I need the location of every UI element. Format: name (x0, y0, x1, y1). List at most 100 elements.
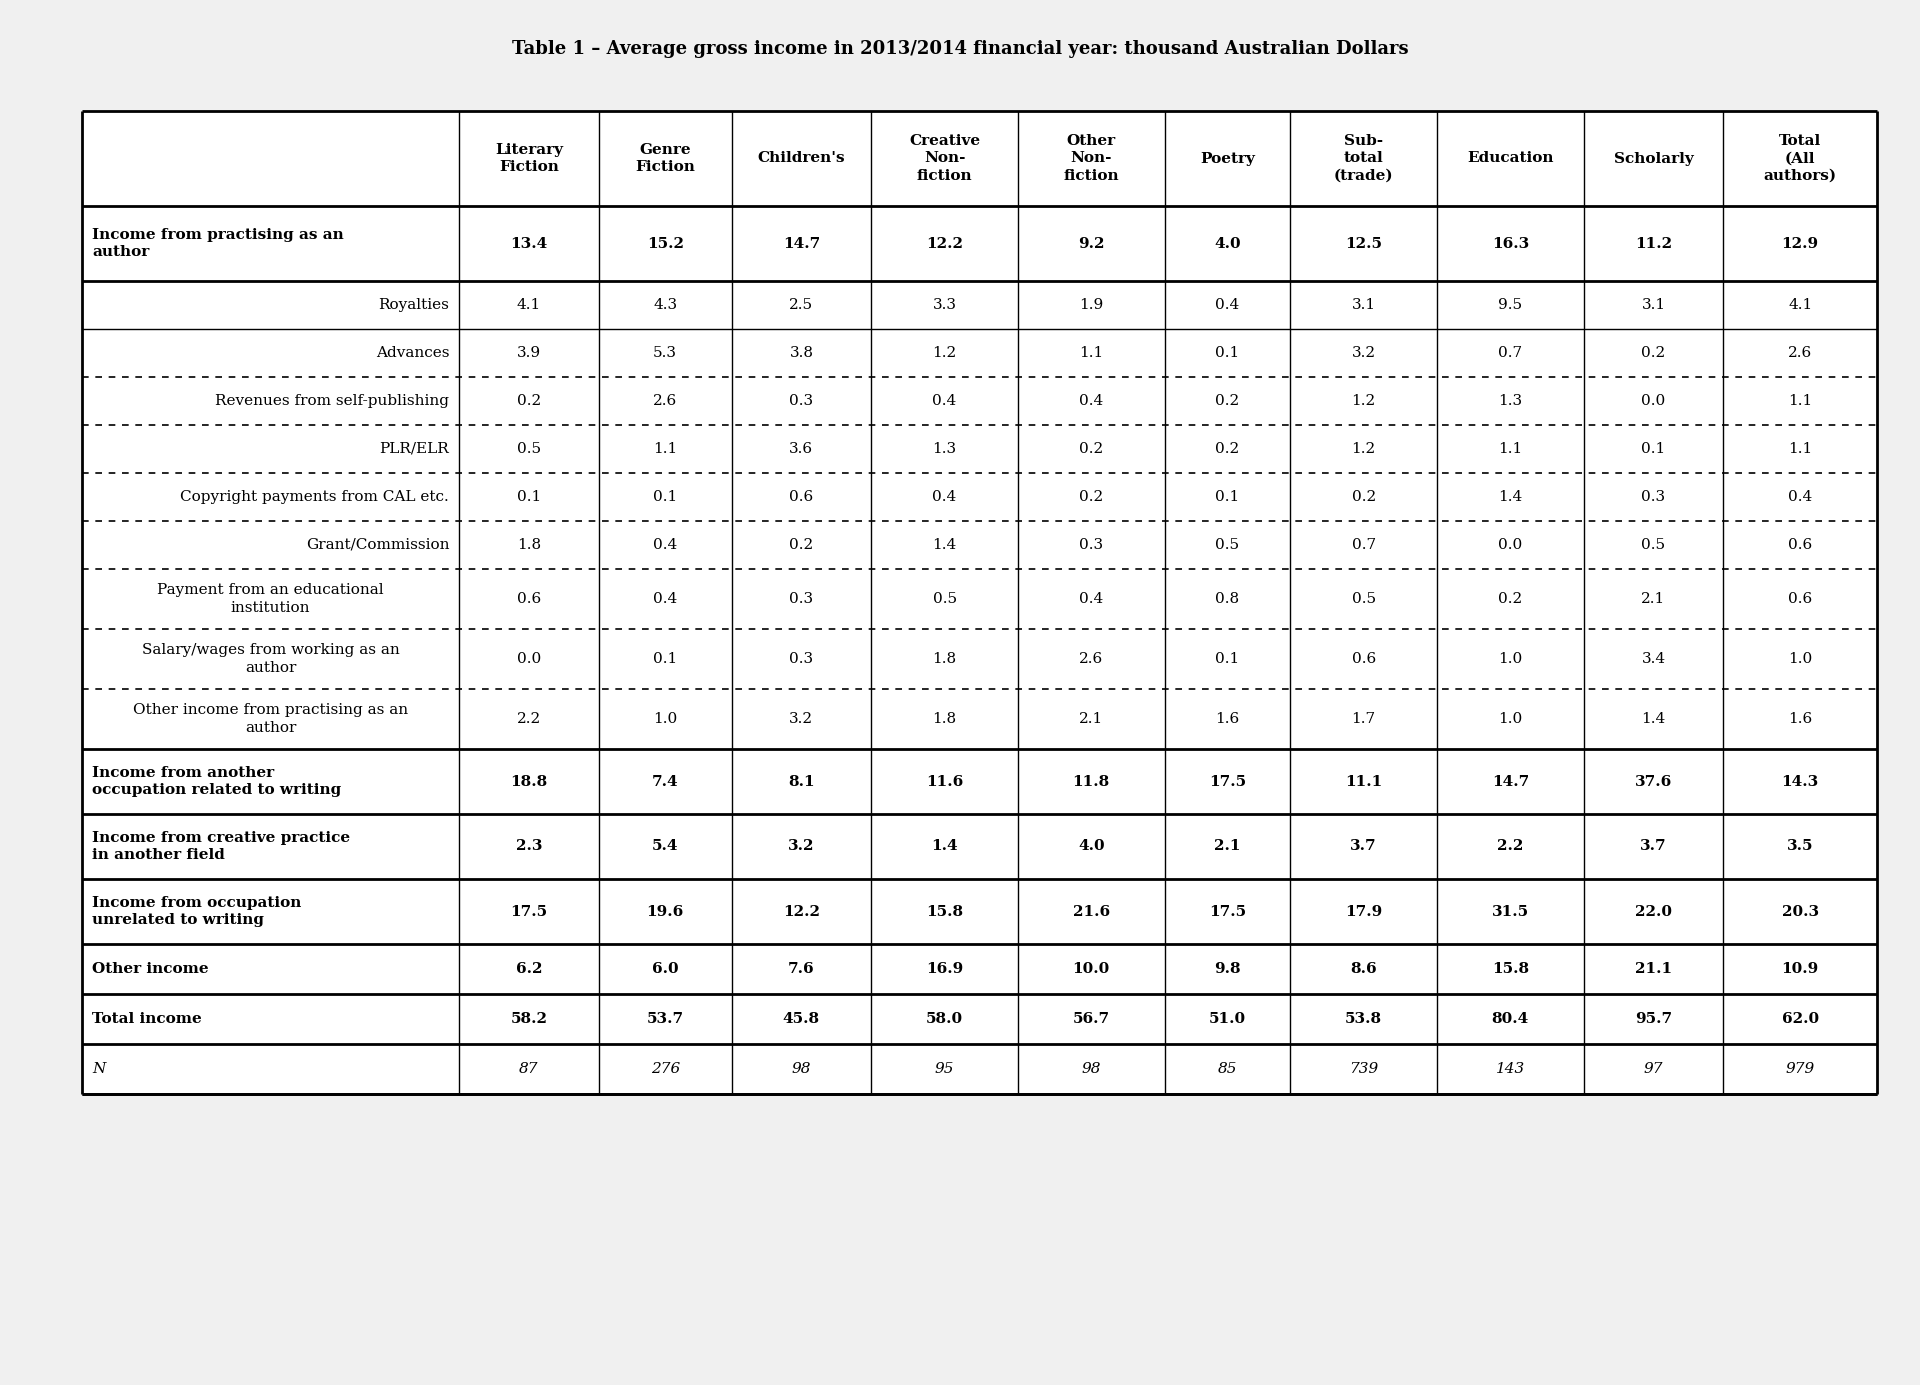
Text: 8.6: 8.6 (1350, 963, 1377, 976)
Text: 62.0: 62.0 (1782, 1012, 1818, 1026)
Text: 0.4: 0.4 (933, 490, 956, 504)
Text: 1.0: 1.0 (1498, 712, 1523, 726)
Text: 17.5: 17.5 (1210, 774, 1246, 788)
Text: PLR/ELR: PLR/ELR (380, 442, 449, 456)
Text: 3.2: 3.2 (1352, 346, 1377, 360)
Text: 80.4: 80.4 (1492, 1012, 1528, 1026)
Text: 11.6: 11.6 (925, 774, 964, 788)
Text: 21.1: 21.1 (1636, 963, 1672, 976)
Text: 3.8: 3.8 (789, 346, 814, 360)
Text: 58.0: 58.0 (925, 1012, 964, 1026)
Text: N: N (92, 1062, 106, 1076)
Text: Education: Education (1467, 151, 1553, 165)
Text: 0.1: 0.1 (1215, 490, 1240, 504)
Text: Other income from practising as an
author: Other income from practising as an autho… (132, 704, 409, 734)
Text: 2.5: 2.5 (789, 298, 814, 312)
Text: 1.6: 1.6 (1215, 712, 1240, 726)
Text: 0.3: 0.3 (789, 591, 814, 607)
Text: 0.4: 0.4 (653, 537, 678, 553)
Text: 87: 87 (518, 1062, 540, 1076)
Text: 6.2: 6.2 (516, 963, 541, 976)
Text: Income from practising as an
author: Income from practising as an author (92, 229, 344, 259)
Text: 10.0: 10.0 (1073, 963, 1110, 976)
Text: 11.2: 11.2 (1636, 237, 1672, 251)
Text: 1.7: 1.7 (1352, 712, 1377, 726)
Text: 20.3: 20.3 (1782, 904, 1818, 918)
Text: 1.9: 1.9 (1079, 298, 1104, 312)
Text: 45.8: 45.8 (783, 1012, 820, 1026)
Text: 16.9: 16.9 (925, 963, 964, 976)
Text: 0.3: 0.3 (1079, 537, 1104, 553)
Text: 0.2: 0.2 (1079, 490, 1104, 504)
Text: 2.6: 2.6 (1079, 652, 1104, 666)
Text: 15.2: 15.2 (647, 237, 684, 251)
Text: 1.8: 1.8 (516, 537, 541, 553)
Text: 0.4: 0.4 (1079, 591, 1104, 607)
Text: 0.2: 0.2 (1352, 490, 1377, 504)
Text: 17.9: 17.9 (1346, 904, 1382, 918)
Text: 3.3: 3.3 (933, 298, 956, 312)
Text: 37.6: 37.6 (1634, 774, 1672, 788)
Text: 0.0: 0.0 (1498, 537, 1523, 553)
Text: 3.2: 3.2 (789, 712, 814, 726)
Text: 0.4: 0.4 (1079, 393, 1104, 409)
Text: Salary/wages from working as an
author: Salary/wages from working as an author (142, 644, 399, 674)
Text: 1.2: 1.2 (1352, 393, 1377, 409)
Text: 97: 97 (1644, 1062, 1663, 1076)
Text: 0.5: 0.5 (516, 442, 541, 456)
Text: 1.4: 1.4 (931, 839, 958, 853)
Text: Total
(All
authors): Total (All authors) (1764, 134, 1837, 183)
Text: 14.7: 14.7 (783, 237, 820, 251)
Text: 0.4: 0.4 (1788, 490, 1812, 504)
Text: 21.6: 21.6 (1073, 904, 1110, 918)
Text: 53.7: 53.7 (647, 1012, 684, 1026)
Text: 3.7: 3.7 (1640, 839, 1667, 853)
Text: 15.8: 15.8 (1492, 963, 1528, 976)
Text: 2.3: 2.3 (516, 839, 541, 853)
Text: 0.3: 0.3 (1642, 490, 1665, 504)
Text: 4.0: 4.0 (1077, 839, 1104, 853)
Text: 0.0: 0.0 (516, 652, 541, 666)
Text: 1.4: 1.4 (1498, 490, 1523, 504)
Text: 95.7: 95.7 (1636, 1012, 1672, 1026)
Text: 14.3: 14.3 (1782, 774, 1818, 788)
Text: Income from creative practice
in another field: Income from creative practice in another… (92, 831, 349, 861)
Text: 0.3: 0.3 (789, 393, 814, 409)
Text: 3.6: 3.6 (789, 442, 814, 456)
Text: 0.3: 0.3 (789, 652, 814, 666)
Text: 3.4: 3.4 (1642, 652, 1665, 666)
Text: Payment from an educational
institution: Payment from an educational institution (157, 583, 384, 615)
Text: 4.3: 4.3 (653, 298, 678, 312)
Text: 0.1: 0.1 (653, 652, 678, 666)
Text: 56.7: 56.7 (1073, 1012, 1110, 1026)
Text: 98: 98 (1081, 1062, 1100, 1076)
Text: 1.8: 1.8 (933, 652, 956, 666)
Text: 3.2: 3.2 (787, 839, 814, 853)
Text: 15.8: 15.8 (925, 904, 964, 918)
Text: 1.1: 1.1 (1498, 442, 1523, 456)
Text: 0.2: 0.2 (1215, 442, 1240, 456)
Text: 5.4: 5.4 (653, 839, 678, 853)
Text: 0.4: 0.4 (1215, 298, 1240, 312)
Text: 1.1: 1.1 (653, 442, 678, 456)
Text: 0.7: 0.7 (1498, 346, 1523, 360)
Text: 1.3: 1.3 (1498, 393, 1523, 409)
Text: 95: 95 (935, 1062, 954, 1076)
Text: 1.1: 1.1 (1788, 442, 1812, 456)
Text: 0.2: 0.2 (1215, 393, 1240, 409)
Text: 0.6: 0.6 (1352, 652, 1377, 666)
Text: 0.6: 0.6 (1788, 537, 1812, 553)
Text: 1.2: 1.2 (1352, 442, 1377, 456)
Text: 0.7: 0.7 (1352, 537, 1377, 553)
Text: 0.6: 0.6 (516, 591, 541, 607)
Text: 11.8: 11.8 (1073, 774, 1110, 788)
Text: 22.0: 22.0 (1636, 904, 1672, 918)
Bar (83, 111, 1878, 1094)
Text: 9.5: 9.5 (1498, 298, 1523, 312)
Text: 2.2: 2.2 (1498, 839, 1523, 853)
Text: 0.5: 0.5 (1215, 537, 1240, 553)
Text: 0.5: 0.5 (933, 591, 956, 607)
Text: 0.8: 0.8 (1215, 591, 1240, 607)
Text: 3.9: 3.9 (516, 346, 541, 360)
Text: 2.1: 2.1 (1213, 839, 1240, 853)
